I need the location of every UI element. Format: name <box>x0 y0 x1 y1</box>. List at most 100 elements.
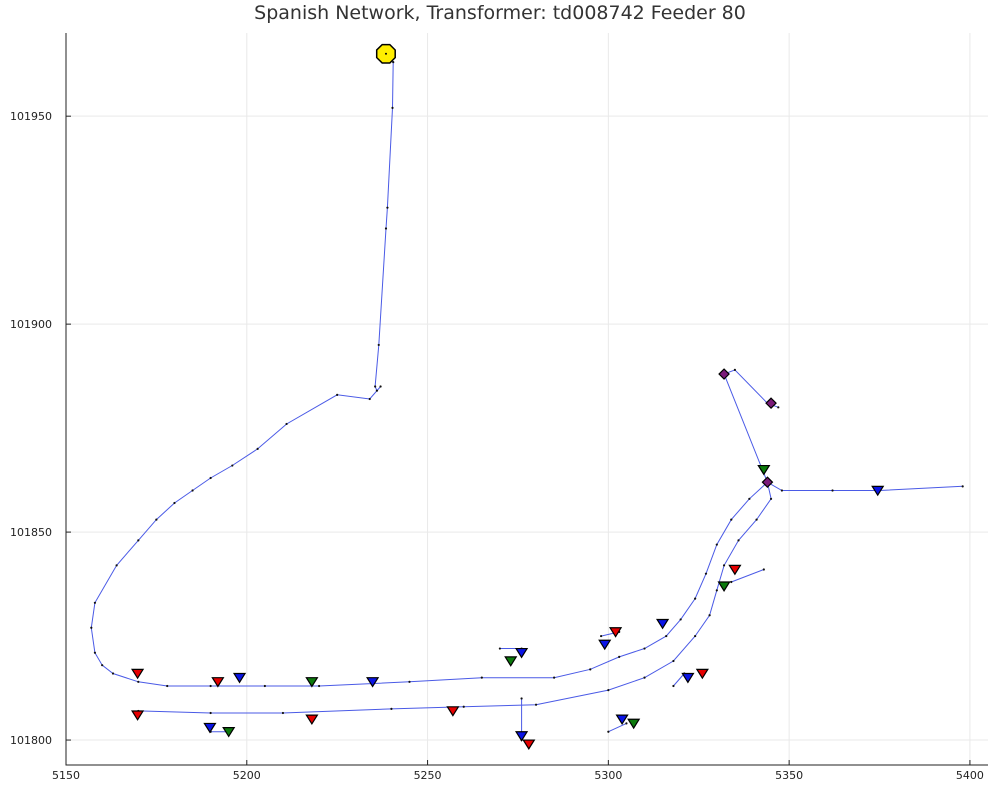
blue-triangle-marker <box>366 677 380 688</box>
network-node <box>155 518 158 521</box>
network-node <box>93 601 97 604</box>
network-node <box>534 703 538 706</box>
network-node <box>263 684 266 688</box>
network-node <box>831 489 834 492</box>
network-node <box>285 422 288 426</box>
green-triangle-marker <box>627 718 641 730</box>
network-node <box>762 568 765 571</box>
network-node <box>737 539 740 542</box>
network-edge <box>731 569 764 583</box>
network-node <box>961 485 964 488</box>
network-node <box>780 489 784 492</box>
network-node <box>625 722 628 725</box>
network-node <box>384 227 388 230</box>
network-node <box>90 626 93 629</box>
red-triangle-marker <box>695 668 709 680</box>
network-node <box>231 464 234 467</box>
network-node <box>93 651 97 654</box>
network-node <box>374 385 377 388</box>
network-node <box>679 618 682 621</box>
network-node <box>391 106 394 109</box>
green-triangle-marker <box>222 727 236 738</box>
red-triangle-marker <box>728 564 742 576</box>
green-triangle-marker <box>504 656 518 667</box>
blue-triangle-marker <box>871 485 885 497</box>
green-triangle-marker <box>757 464 771 476</box>
grid <box>65 33 988 765</box>
network-node <box>375 389 379 392</box>
network-node <box>209 476 212 480</box>
network-node <box>111 672 115 675</box>
network-node <box>462 705 465 708</box>
network-node <box>704 572 708 575</box>
network-node <box>618 655 621 658</box>
x-tick-label: 5300 <box>594 769 622 782</box>
transformer-node <box>384 52 387 55</box>
axes: 5150 5200 5250 5300 5350 5400 101800 101850 1019… <box>10 33 988 782</box>
x-tick-label: 5150 <box>52 769 80 782</box>
network-edge <box>673 673 685 687</box>
network-node <box>672 659 675 663</box>
purple-diamond-marker <box>765 397 777 410</box>
network-node <box>607 689 610 692</box>
network-node <box>607 730 610 733</box>
network-node <box>379 385 382 388</box>
network-node <box>209 711 212 715</box>
red-triangle-marker <box>609 627 623 638</box>
red-triangle-marker <box>131 668 145 680</box>
network-node <box>600 634 603 638</box>
network-node <box>480 676 483 679</box>
network-node <box>191 489 194 492</box>
network-node <box>733 368 737 371</box>
network-node <box>694 634 697 638</box>
network-node <box>665 634 668 638</box>
red-triangle-marker <box>446 706 460 717</box>
blue-triangle-marker <box>203 722 217 734</box>
network-node <box>101 664 104 667</box>
y-tick-label: 101900 <box>10 318 52 331</box>
network-node <box>498 647 501 650</box>
network-edge <box>138 482 772 714</box>
network-node <box>748 497 751 500</box>
network-node <box>173 501 176 505</box>
blue-triangle-marker <box>598 639 612 651</box>
network-edge <box>90 53 963 687</box>
red-triangle-marker <box>305 714 319 726</box>
network-node <box>166 684 169 688</box>
purple-diamond-marker <box>718 368 730 380</box>
network-node <box>392 61 395 64</box>
red-triangle-marker <box>131 710 145 721</box>
network-node <box>137 680 140 683</box>
network-node <box>730 580 733 584</box>
network-node <box>708 614 711 617</box>
network-node <box>520 697 523 700</box>
network-node <box>777 406 780 409</box>
blue-triangle-marker <box>232 672 247 684</box>
network-node <box>390 707 393 710</box>
network-node <box>643 676 646 679</box>
network-node <box>317 684 321 688</box>
network-node <box>589 668 592 671</box>
network-node <box>368 397 371 401</box>
network-node <box>408 680 411 683</box>
axis-frame <box>65 33 988 766</box>
network-node <box>715 589 718 592</box>
network-node <box>672 684 675 688</box>
network-node <box>730 518 733 521</box>
y-tick-label: 101850 <box>10 526 52 539</box>
green-triangle-marker <box>305 677 319 688</box>
network-node <box>715 543 718 546</box>
x-tick-label: 5250 <box>414 769 442 782</box>
chart-title: Spanish Network, Transformer: td008742 F… <box>254 2 746 24</box>
network-node <box>722 564 726 567</box>
network-edge <box>608 722 627 733</box>
network-node <box>137 539 140 542</box>
network-node <box>553 676 556 679</box>
red-triangle-marker <box>522 739 536 751</box>
blue-triangle-marker <box>615 714 629 726</box>
blue-triangle-marker <box>656 618 670 630</box>
network-node <box>336 393 339 396</box>
network-nodes <box>90 52 964 742</box>
